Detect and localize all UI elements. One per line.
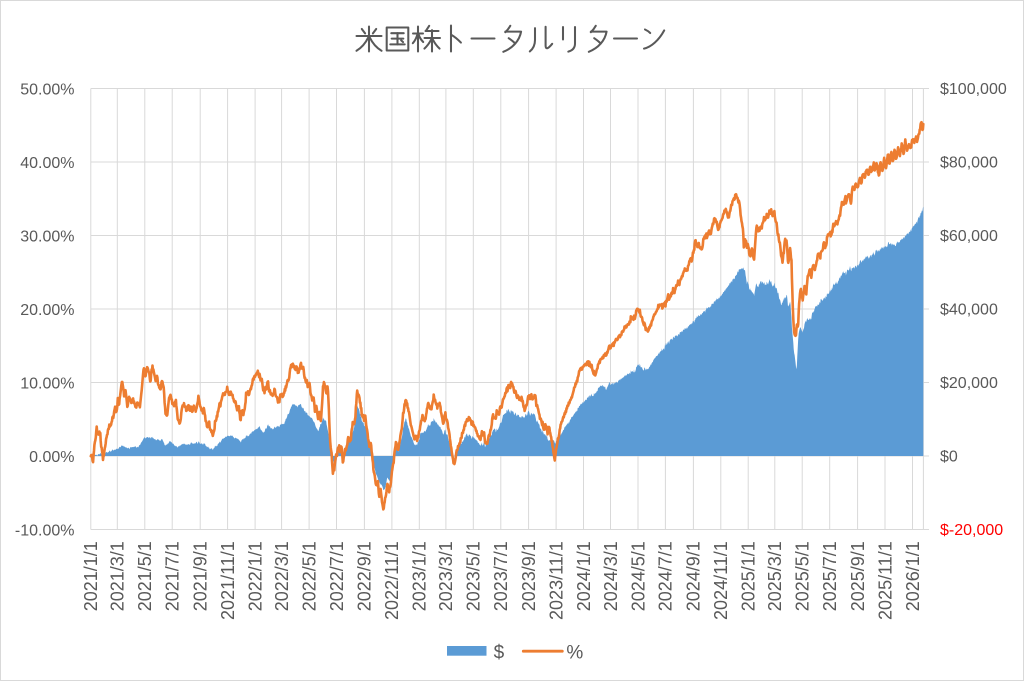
svg-text:2025/5/1: 2025/5/1 <box>793 541 813 611</box>
svg-text:2021/1/1: 2021/1/1 <box>81 541 101 611</box>
svg-text:$-20,000: $-20,000 <box>940 522 1003 539</box>
svg-text:10.00%: 10.00% <box>20 375 74 392</box>
svg-text:2023/1/1: 2023/1/1 <box>410 541 430 611</box>
svg-text:2022/7/1: 2022/7/1 <box>327 541 347 611</box>
svg-text:2024/11/1: 2024/11/1 <box>711 541 731 620</box>
svg-text:2024/7/1: 2024/7/1 <box>656 541 676 611</box>
svg-text:40.00%: 40.00% <box>20 155 74 172</box>
svg-text:2025/1/1: 2025/1/1 <box>739 541 759 611</box>
svg-text:$60,000: $60,000 <box>940 228 998 245</box>
svg-text:2025/7/1: 2025/7/1 <box>820 541 840 611</box>
svg-text:2021/11/1: 2021/11/1 <box>218 541 238 620</box>
svg-text:2025/3/1: 2025/3/1 <box>765 541 785 611</box>
svg-text:2021/3/1: 2021/3/1 <box>108 541 128 611</box>
svg-text:2023/5/1: 2023/5/1 <box>464 541 484 611</box>
svg-text:$40,000: $40,000 <box>940 302 998 319</box>
svg-text:2021/5/1: 2021/5/1 <box>135 541 155 611</box>
svg-text:2023/11/1: 2023/11/1 <box>546 541 566 620</box>
svg-text:2024/1/1: 2024/1/1 <box>574 541 594 611</box>
svg-text:2023/9/1: 2023/9/1 <box>519 541 539 611</box>
svg-text:2023/7/1: 2023/7/1 <box>491 541 511 611</box>
svg-text:2022/1/1: 2022/1/1 <box>245 541 265 611</box>
svg-text:2026/1/1: 2026/1/1 <box>903 541 923 611</box>
svg-text:2024/9/1: 2024/9/1 <box>684 541 704 611</box>
svg-text:%: % <box>566 643 583 664</box>
svg-text:2021/9/1: 2021/9/1 <box>191 541 211 611</box>
svg-text:$80,000: $80,000 <box>940 155 998 172</box>
svg-text:$: $ <box>494 643 505 664</box>
svg-text:$20,000: $20,000 <box>940 375 998 392</box>
svg-text:20.00%: 20.00% <box>20 302 74 319</box>
svg-text:$100,000: $100,000 <box>940 81 1007 98</box>
svg-text:2024/3/1: 2024/3/1 <box>601 541 621 611</box>
svg-text:2021/7/1: 2021/7/1 <box>163 541 183 611</box>
svg-text:2025/9/1: 2025/9/1 <box>848 541 868 611</box>
svg-text:2022/11/1: 2022/11/1 <box>382 541 402 620</box>
svg-text:2023/3/1: 2023/3/1 <box>436 541 456 611</box>
svg-text:2022/3/1: 2022/3/1 <box>272 541 292 611</box>
svg-text:0.00%: 0.00% <box>29 449 74 466</box>
svg-text:2025/11/1: 2025/11/1 <box>875 541 895 620</box>
svg-text:$0: $0 <box>940 449 958 466</box>
svg-text:30.00%: 30.00% <box>20 228 74 245</box>
svg-text:2022/9/1: 2022/9/1 <box>355 541 375 611</box>
svg-text:2024/5/1: 2024/5/1 <box>628 541 648 611</box>
svg-text:2022/5/1: 2022/5/1 <box>299 541 319 611</box>
svg-text:50.00%: 50.00% <box>20 81 74 98</box>
svg-text:-10.00%: -10.00% <box>15 522 75 539</box>
